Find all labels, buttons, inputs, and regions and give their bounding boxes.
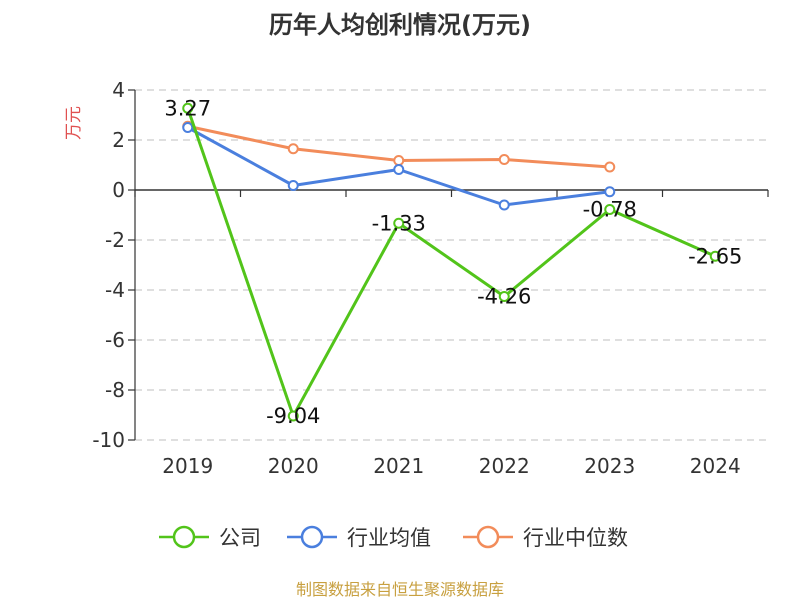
data-point	[604, 161, 616, 173]
source-note: 制图数据来自恒生聚源数据库	[296, 580, 504, 599]
x-tick-label: 2021	[373, 454, 424, 478]
data-point	[287, 180, 299, 191]
data-point	[182, 102, 194, 114]
legend-label: 行业中位数	[523, 526, 628, 550]
data-point	[604, 186, 616, 198]
chart-title: 历年人均创利情况(万元)	[269, 11, 531, 39]
legend-marker	[476, 525, 500, 549]
legend-label: 行业均值	[347, 526, 431, 550]
legend-item[interactable]: 公司	[159, 525, 261, 550]
x-tick-label: 2023	[584, 454, 635, 478]
y-tick-label: -8	[105, 378, 125, 402]
x-tick-label: 2020	[268, 454, 319, 478]
data-point	[393, 164, 405, 175]
y-tick-label: -10	[92, 428, 125, 452]
series-line	[186, 107, 716, 418]
y-tick-label: 0	[112, 178, 125, 202]
data-point	[287, 410, 299, 422]
x-tick-label: 2022	[479, 454, 530, 478]
data-labels: 3.27 -9.04 -1.33 -4.26 -0.78 -2.65	[164, 96, 742, 428]
data-point	[709, 250, 721, 262]
legend-marker	[172, 525, 196, 549]
series-layer	[182, 102, 721, 422]
legend-item[interactable]: 行业中位数	[463, 525, 628, 550]
data-point	[393, 155, 405, 166]
legend-item[interactable]: 行业均值	[287, 525, 431, 550]
data-point	[182, 122, 194, 133]
y-tick-label: -6	[105, 328, 125, 352]
data-label: -4.26	[477, 285, 531, 309]
axes: 4 2 0 -2 -4 -6 -8 -10 2019 2020 2021 2022 2023 2024	[92, 78, 769, 478]
data-label: -2.65	[688, 244, 742, 268]
y-tick-label: 2	[112, 128, 125, 152]
data-point	[604, 204, 616, 215]
grid	[135, 89, 768, 441]
y-tick-label: -2	[105, 228, 125, 252]
x-tick-label: 2019	[162, 454, 213, 478]
y-tick-label: -4	[105, 278, 125, 302]
data-point	[498, 199, 510, 211]
legend-marker	[300, 525, 324, 549]
data-label: 3.27	[164, 96, 211, 120]
data-point	[498, 154, 510, 165]
y-tick-label: 4	[112, 78, 125, 102]
data-label: -9.04	[266, 404, 320, 428]
data-point	[393, 217, 405, 229]
legend-label: 公司	[219, 526, 261, 550]
legend: 公司 行业均值 行业中位数	[159, 525, 628, 550]
data-point	[287, 143, 299, 155]
x-tick-label: 2024	[690, 454, 741, 478]
data-label: -1.33	[372, 211, 426, 235]
data-point	[498, 291, 510, 302]
data-label: -0.78	[583, 198, 637, 222]
y-axis-label: 万元	[64, 106, 84, 140]
